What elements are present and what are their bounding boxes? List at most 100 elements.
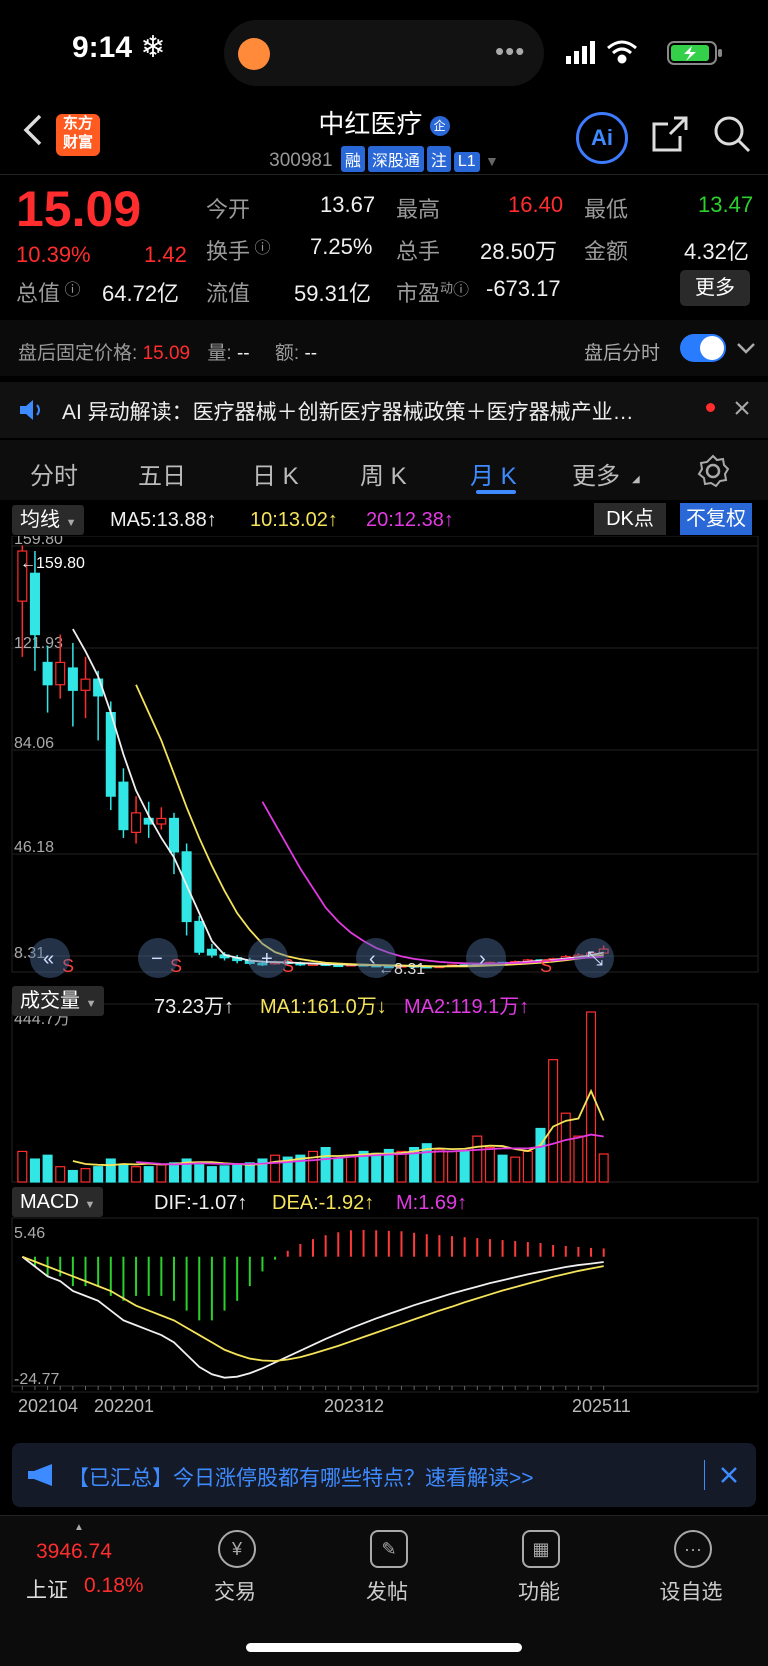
search-icon[interactable] [712, 114, 752, 154]
max-price-marker: ←159.80 [20, 555, 85, 572]
macd-dea: DEA:-1.92↑ [272, 1192, 375, 1214]
post-icon[interactable]: ✎ [370, 1530, 408, 1568]
volume-bar [55, 1166, 66, 1183]
close-icon[interactable] [734, 400, 750, 416]
volume-bar [295, 1154, 306, 1183]
chevron-down-icon[interactable] [736, 340, 756, 356]
volume-bar [535, 1127, 546, 1183]
wifi-icon [607, 40, 637, 64]
chart-control-button[interactable] [574, 938, 614, 978]
tab-more[interactable]: 更多 [572, 463, 620, 490]
no-adjust-button[interactable]: 不复权 [680, 503, 752, 535]
share-icon[interactable] [650, 114, 690, 154]
watchlist-icon[interactable]: ··· [674, 1530, 712, 1568]
volume-bar [484, 1146, 495, 1183]
ah-amt-value: -- [304, 343, 318, 364]
dropdown-arrow-icon: ▼ [85, 998, 97, 1010]
index-change[interactable]: 0.18% [84, 1574, 144, 1597]
volume-bar [421, 1143, 432, 1183]
tab-weekly[interactable]: 周 K [360, 463, 407, 490]
close-icon[interactable] [720, 1466, 738, 1484]
toggle-knob [700, 336, 724, 360]
nav-post[interactable]: 发帖 [366, 1581, 408, 1604]
indicator-select-volume[interactable]: 成交量 ▼ [12, 986, 105, 1016]
settings-gear-icon[interactable] [696, 454, 730, 488]
price-axis-label: 8.31 [14, 945, 45, 962]
indicator-select-ma[interactable]: 均线 ▼ [12, 505, 85, 535]
chart-control-button[interactable] [30, 938, 70, 978]
stock-subtitle[interactable]: 300981 融深股通注 L1 ▼ [0, 146, 768, 172]
state-owned-badge: 企 [429, 116, 450, 137]
nav-trade[interactable]: 交易 [214, 1581, 256, 1604]
sell-marker: S [540, 956, 552, 976]
x-axis-label: 202201 [94, 1396, 154, 1416]
volume-bar [510, 1156, 521, 1183]
volume-bar [573, 1135, 584, 1183]
chart-control-button[interactable] [356, 938, 396, 978]
stock-title: 中红医疗 企 [0, 104, 768, 141]
volume-bar [118, 1164, 129, 1183]
candle-body [156, 817, 167, 825]
last-price: 15.09 [16, 181, 142, 237]
chart-control-icon: ‹ [369, 948, 376, 970]
tab-5day[interactable]: 五日 [138, 463, 186, 490]
back-button[interactable] [22, 112, 44, 158]
news-divider [704, 1460, 705, 1490]
candle-body [55, 661, 66, 686]
dk-point-button[interactable]: DK点 [594, 503, 666, 535]
battery-icon [667, 41, 722, 65]
index-value[interactable]: 3946.74 [36, 1540, 112, 1563]
trade-icon[interactable]: ¥ [218, 1530, 256, 1568]
chart-control-button[interactable] [248, 938, 288, 978]
ai-insight-banner[interactable] [0, 382, 768, 438]
macd-max-label: 5.46 [14, 1225, 45, 1242]
nav-function[interactable]: 功能 [518, 1581, 560, 1604]
volume-bar [194, 1164, 205, 1183]
mktcap-label[interactable]: 总值 ⓘ [16, 276, 80, 308]
news-banner[interactable] [12, 1443, 756, 1507]
tag-sz-connect: 深股通 [367, 146, 424, 172]
volume-bar [383, 1148, 394, 1183]
ai-button[interactable]: Ai [576, 112, 628, 164]
period-tabs [0, 440, 768, 500]
volume-bar [446, 1150, 458, 1183]
active-tab-underline [476, 490, 516, 494]
mail-icon [238, 38, 270, 70]
nav-watchlist[interactable]: 设自选 [659, 1581, 723, 1604]
function-grid-icon[interactable]: ▦ [522, 1530, 560, 1568]
volume-bar [156, 1164, 167, 1183]
low-value: 13.47 [698, 192, 754, 217]
index-name[interactable]: 上证 [26, 1579, 68, 1602]
candle-body [118, 781, 129, 831]
chart-control-button[interactable] [138, 938, 178, 978]
volume-bar [586, 1011, 597, 1183]
chart-control-icon: − [151, 948, 163, 970]
volume-bar [168, 1162, 180, 1183]
stock-code: 300981 [269, 150, 333, 171]
info-icon: ⓘ [453, 282, 470, 299]
candle-body [143, 817, 154, 825]
low-label: 最低 [584, 197, 629, 222]
signal-icon [566, 41, 595, 64]
macd-dif: DIF:-1.07↑ [154, 1192, 248, 1214]
chart-control-button[interactable] [466, 938, 506, 978]
indicator-select-macd[interactable]: MACD ▼ [12, 1187, 104, 1217]
more-button[interactable]: 更多 [680, 270, 750, 306]
stock-chart[interactable]: 159.80 121.93 84.06 46.18 8.31 ←159.80 ←8.31 S S… [0, 536, 768, 1436]
tab-daily[interactable]: 日 K [252, 463, 299, 490]
dropdown-arrow-icon: ▼ [484, 153, 499, 169]
tag-level: L1 [453, 152, 480, 172]
app-logo: 东方 财富 [56, 114, 100, 156]
news-text: 【已汇总】今日涨停股都有哪些特点？速看解读>> [68, 1467, 534, 1490]
ma5-line [72, 628, 604, 968]
float-value: 59.31亿 [294, 281, 372, 306]
tab-intraday[interactable]: 分时 [30, 463, 78, 490]
candle-body [257, 962, 268, 966]
volume-current: 73.23万↑ [154, 996, 235, 1018]
turnover-label[interactable]: 换手 ⓘ [206, 234, 270, 266]
tab-monthly[interactable]: 月 K [470, 463, 517, 490]
turnover-value: 7.25% [310, 234, 373, 259]
pe-label[interactable]: 市盈动ⓘ [396, 276, 469, 308]
candle-body [206, 948, 217, 956]
volume-bar [358, 1150, 369, 1183]
